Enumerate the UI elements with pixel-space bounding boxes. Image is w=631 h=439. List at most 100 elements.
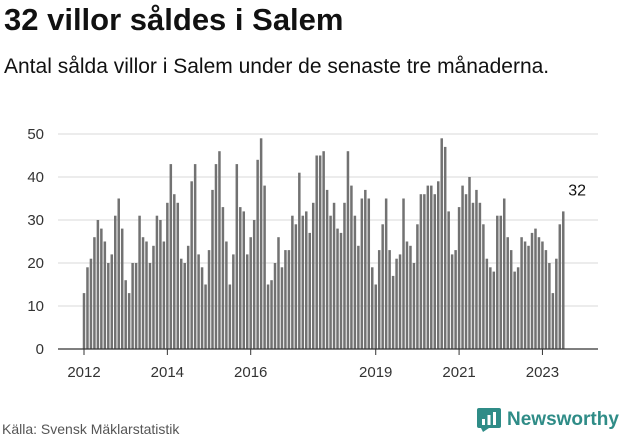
bar: [200, 267, 204, 349]
bar: [377, 250, 381, 349]
bar: [544, 250, 548, 349]
bar: [259, 138, 263, 349]
bar: [534, 228, 537, 349]
bar: [360, 198, 364, 349]
bar: [89, 258, 93, 349]
bar: [207, 250, 211, 349]
bar: [305, 211, 308, 349]
bar: [100, 228, 103, 349]
bar: [311, 202, 315, 349]
bar: [346, 151, 350, 349]
bar: [239, 207, 242, 349]
bar: [277, 237, 280, 349]
bar: [537, 237, 541, 349]
bar: [450, 254, 454, 349]
bar: [298, 172, 301, 349]
bar: [103, 241, 107, 349]
bar: [388, 250, 391, 349]
bar: [134, 263, 138, 349]
bar: [336, 228, 339, 349]
x-tick-label: 2016: [234, 364, 267, 381]
bar: [430, 185, 433, 349]
bar: [402, 198, 405, 349]
x-tick-label: 2012: [67, 364, 100, 381]
bar: [353, 215, 357, 349]
bar: [492, 271, 496, 349]
bar: [509, 250, 513, 349]
bar: [322, 151, 325, 349]
bar: [214, 164, 218, 349]
bar: [499, 215, 503, 349]
bar: [225, 241, 228, 349]
x-tick-label: 2014: [151, 364, 184, 381]
bar: [301, 215, 305, 349]
bar: [197, 254, 200, 349]
bar: [485, 258, 489, 349]
bar: [384, 198, 388, 349]
bar: [433, 194, 437, 349]
bar: [270, 280, 273, 349]
bar: [162, 241, 166, 349]
bar: [437, 181, 440, 349]
bar: [114, 215, 117, 349]
bar: [249, 237, 252, 349]
bar: [454, 250, 457, 349]
bar: [148, 263, 152, 349]
bar: [193, 164, 197, 349]
bar: [294, 224, 298, 349]
bar: [82, 293, 86, 349]
bar: [551, 293, 555, 349]
newsworthy-logo-icon: [477, 408, 501, 432]
bar: [166, 202, 169, 349]
bar: [371, 267, 374, 349]
y-tick-label: 0: [36, 341, 44, 358]
bar: [308, 232, 311, 349]
bar: [221, 207, 225, 349]
bar: [256, 159, 259, 349]
bar: [478, 202, 482, 349]
bar: [155, 215, 159, 349]
bar: [516, 267, 520, 349]
bar: [489, 267, 492, 349]
bar: [120, 228, 124, 349]
bar: [190, 181, 193, 349]
bar: [412, 263, 416, 349]
bar: [93, 237, 96, 349]
brand-name: Newsworthy: [507, 409, 619, 430]
y-tick-label: 30: [27, 212, 44, 229]
bar: [318, 155, 322, 349]
bar: [169, 164, 173, 349]
bar: [367, 198, 371, 349]
y-tick-label: 20: [27, 255, 44, 272]
newsworthy-brand[interactable]: Newsworthy: [477, 408, 619, 432]
y-tick-label: 10: [27, 298, 44, 315]
bar: [468, 177, 471, 349]
bar: [228, 284, 232, 349]
bar: [96, 220, 100, 349]
chart-subtitle: Antal sålda villor i Salem under de sena…: [4, 55, 550, 78]
bar: [325, 189, 329, 349]
bar: [343, 202, 346, 349]
bar: [364, 189, 367, 349]
bar: [555, 258, 558, 349]
bar: [287, 250, 291, 349]
bar: [398, 254, 402, 349]
bar: [273, 263, 277, 349]
bar: [461, 185, 464, 349]
bar: [548, 263, 551, 349]
bar: [475, 189, 478, 349]
bar: [506, 237, 509, 349]
bar: [471, 202, 475, 349]
bar: [350, 185, 353, 349]
bar: [391, 275, 395, 349]
bar: [141, 237, 145, 349]
bar: [127, 293, 131, 349]
bar: [541, 241, 544, 349]
bar: [513, 271, 516, 349]
bar: [447, 211, 450, 349]
bar-chart: 0 10 20 30 40 50 2012 2014 2016 2019 2021 2023 32: [27, 126, 598, 381]
highlight-data-label: 32: [568, 182, 586, 199]
bar: [235, 164, 239, 349]
bar: [419, 194, 423, 349]
bar: [395, 258, 398, 349]
